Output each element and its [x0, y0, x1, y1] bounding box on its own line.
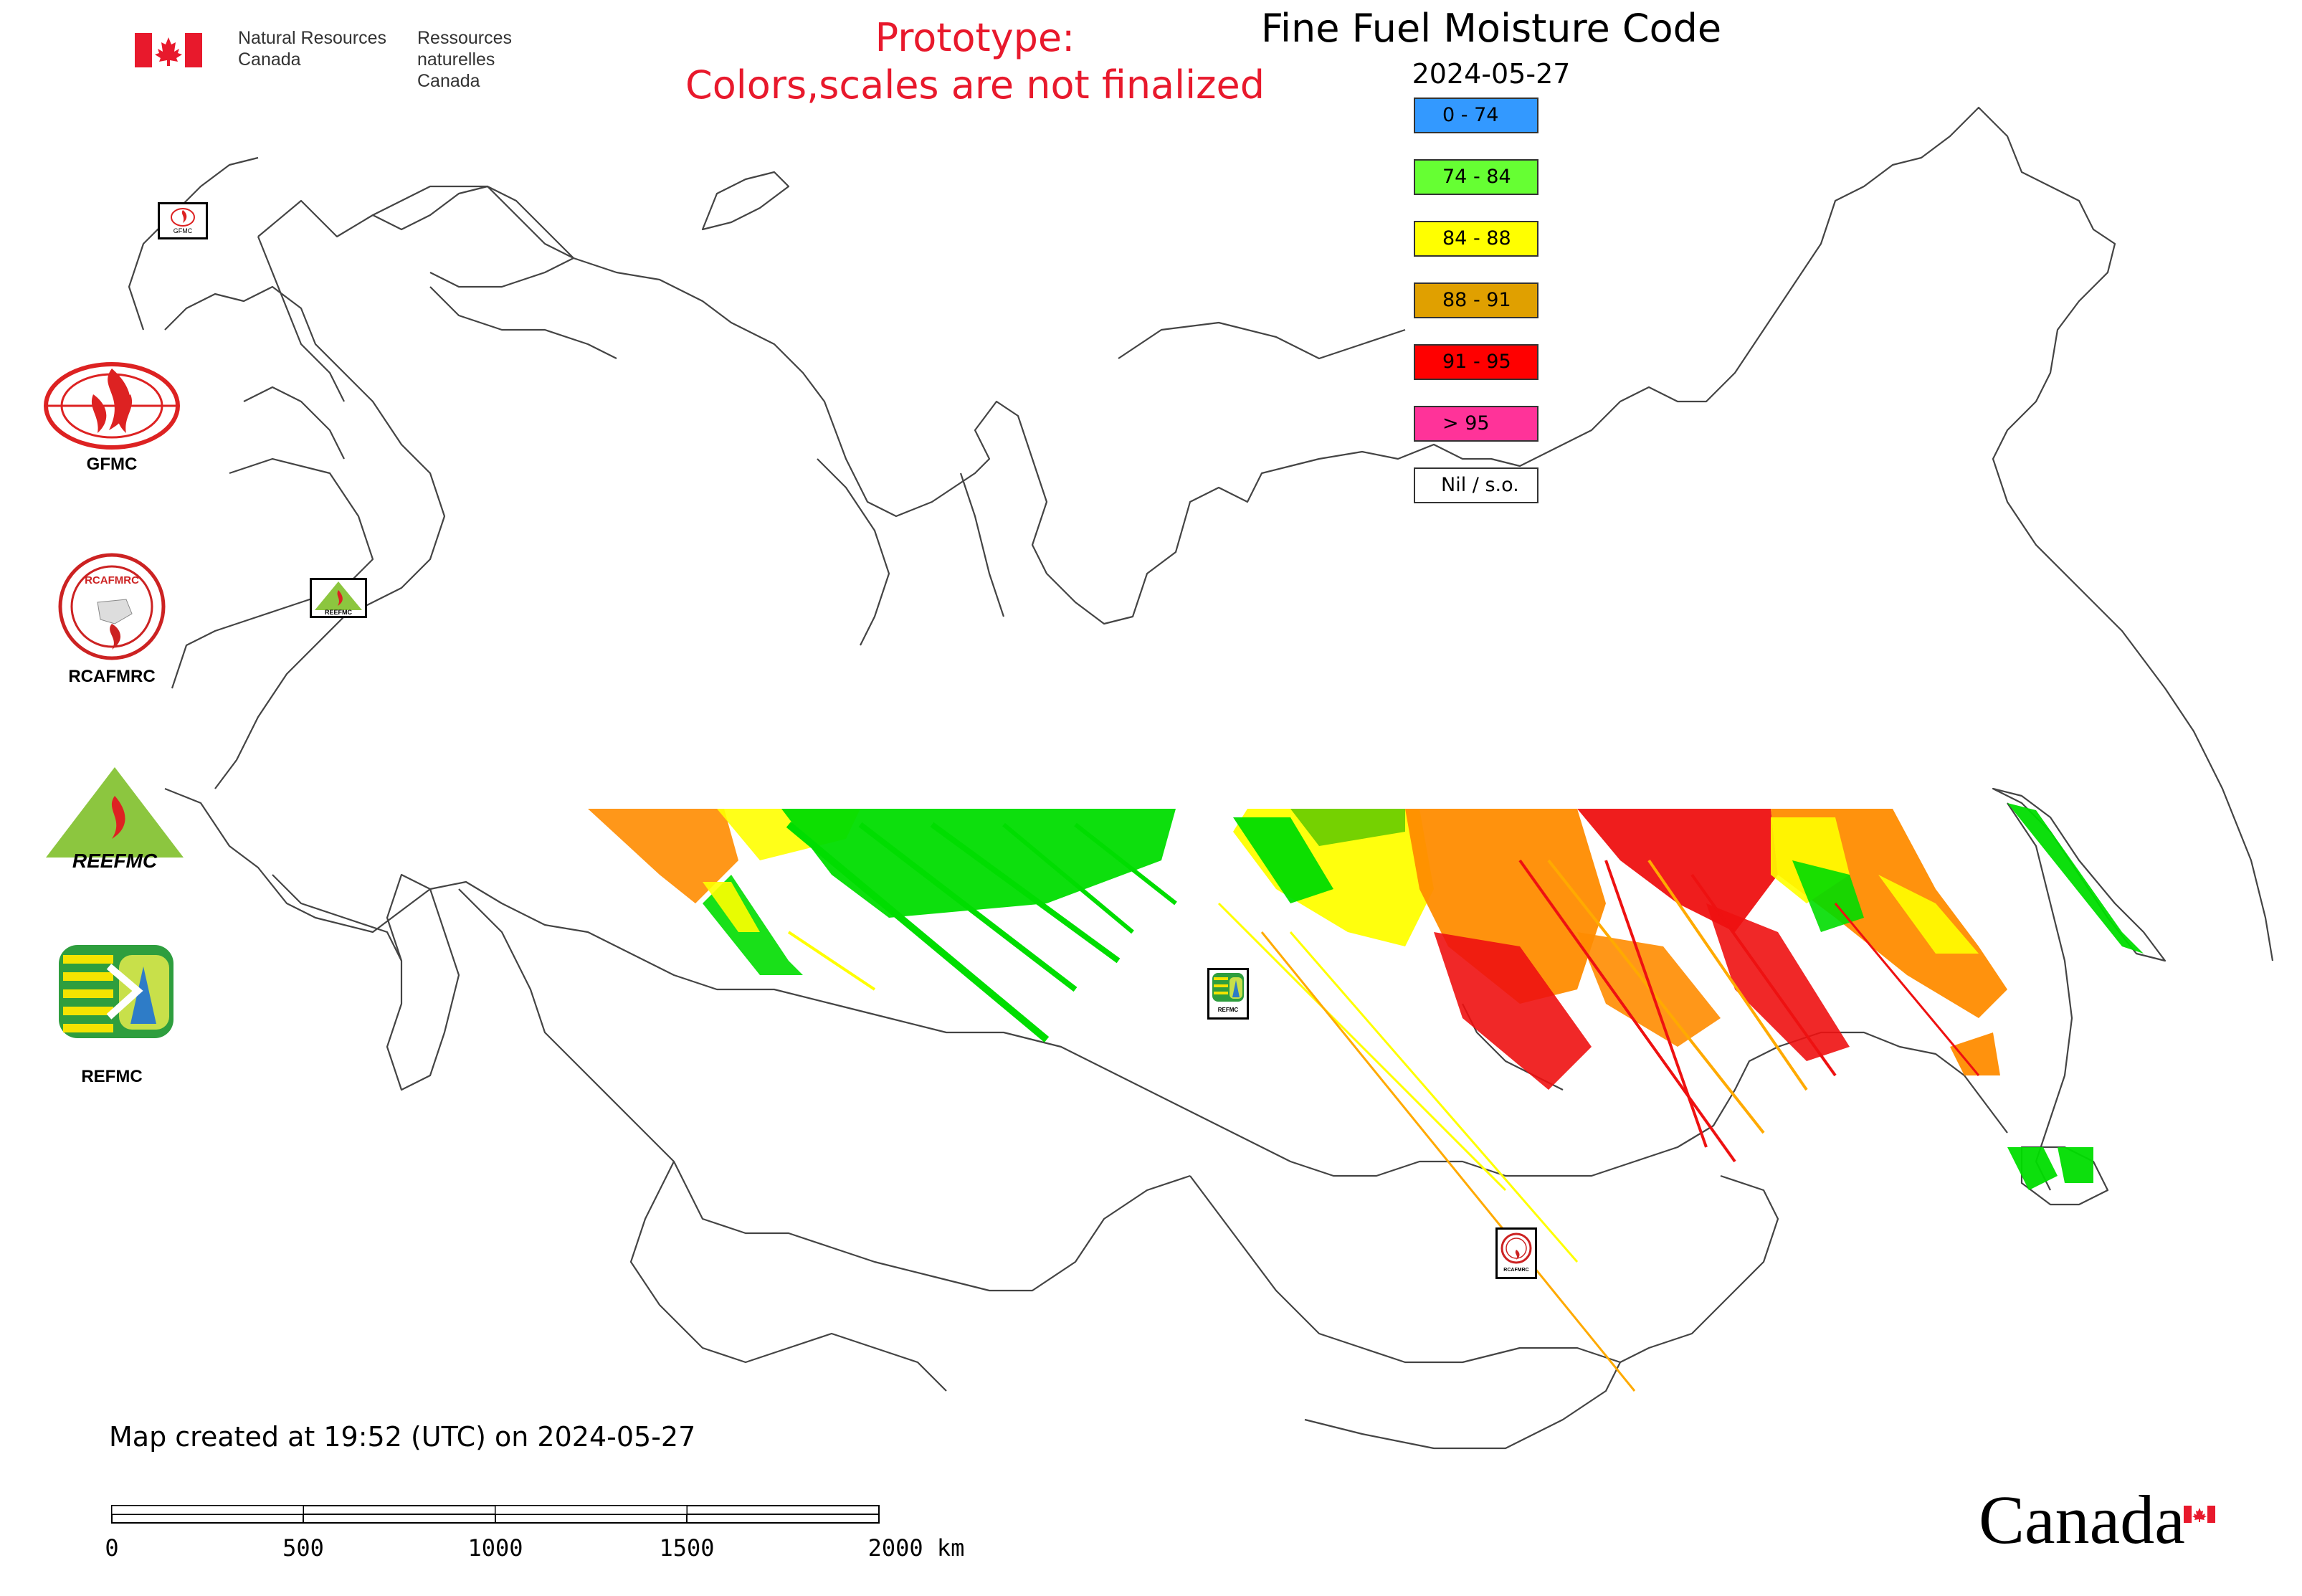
- yamal: [817, 458, 890, 646]
- refmc-small-icon: REFMC: [1212, 973, 1244, 1013]
- gov-name-french: Ressources naturelles Canada: [417, 27, 594, 92]
- gov-fr-line1: Ressources naturelles: [417, 28, 512, 70]
- reefmc-logo-icon: REEFMC: [46, 767, 184, 872]
- ob-bay: [959, 472, 1005, 617]
- ffmc-coverage: [588, 803, 2144, 1392]
- gfmc-small-icon: [171, 208, 195, 227]
- prototype-line1: Prototype:: [875, 15, 1075, 60]
- scale-label-500: 500: [282, 1534, 324, 1562]
- scale-bar-graphic: [111, 1505, 880, 1524]
- mongolia: [1189, 1174, 1779, 1364]
- baltic-states: [243, 386, 345, 460]
- rcafmrc-map-marker[interactable]: RCAFMRC: [1495, 1227, 1537, 1279]
- finland: [257, 236, 345, 402]
- wordmark-flag-icon: [2184, 1506, 2215, 1523]
- prototype-notice: Prototype: Colors,scales are not finaliz…: [645, 14, 1305, 109]
- government-signature: Natural Resources Canada Ressources natu…: [135, 27, 594, 91]
- gfmc-logo-icon: [44, 362, 180, 450]
- china-ne: [1304, 1362, 1621, 1450]
- scale-label-0: 0: [105, 1534, 119, 1562]
- caucasus: [272, 874, 402, 961]
- legend-item-0-74: 0 - 74: [1414, 98, 1538, 133]
- central-asia: [629, 1161, 947, 1392]
- gfmc-map-marker[interactable]: GFMC: [158, 202, 208, 239]
- map-date: 2024-05-27: [1412, 58, 1571, 90]
- rcafmrc-logo-icon: RCAFMRC: [58, 553, 166, 660]
- map-title: Fine Fuel Moisture Code: [1260, 6, 1722, 51]
- rcafmrc-small-text: RCAFMRC: [1503, 1268, 1528, 1273]
- legend-item-88-91: 88 - 91: [1414, 282, 1538, 318]
- refmc-logo-icon: [59, 945, 173, 1038]
- refmc-small-text: REFMC: [1218, 1007, 1239, 1013]
- rcafmrc-label: RCAFMRC: [68, 667, 156, 686]
- europe-borders: [164, 285, 446, 789]
- scale-label-2000: 2000 km: [867, 1534, 965, 1562]
- white-sea: [429, 286, 617, 359]
- country-borders: [128, 106, 2274, 1450]
- russia-south-border: [164, 787, 2008, 1177]
- canada-wordmark: Canada: [1979, 1484, 2215, 1563]
- prototype-line2: Colors,scales are not finalized: [685, 62, 1265, 108]
- legend-item-nil: Nil / s.o.: [1414, 467, 1538, 503]
- legend-item-84-88: 84 - 88: [1414, 221, 1538, 257]
- scale-label-1500: 1500: [659, 1534, 715, 1562]
- belarus-ukraine: [171, 457, 374, 689]
- reefmc-map-marker[interactable]: REEFMC: [310, 578, 367, 618]
- novaya-zemlya: [701, 171, 790, 231]
- russia-outline: [257, 106, 2274, 961]
- reefmc-small-icon: REEFMC: [315, 581, 362, 616]
- gfmc-label: GFMC: [86, 455, 138, 474]
- refmc-label: REFMC: [81, 1067, 143, 1086]
- kola: [372, 185, 575, 288]
- rcafmrc-small-icon: RCAFMRC: [1500, 1232, 1532, 1273]
- reefmc-logo-text: REEFMC: [72, 850, 158, 872]
- scale-label-1000: 1000: [467, 1534, 523, 1562]
- refmc-map-marker[interactable]: REFMC: [1207, 968, 1249, 1020]
- kazakhstan: [458, 888, 1191, 1292]
- gov-fr-line2: Canada: [417, 71, 480, 91]
- canada-flag-icon: [135, 33, 202, 67]
- gov-name-english: Natural Resources Canada: [238, 27, 386, 70]
- gov-en-line2: Canada: [238, 49, 301, 70]
- caspian-sea: [386, 873, 460, 1091]
- rcafmrc-ring-text: RCAFMRC: [85, 574, 139, 586]
- legend-item-74-84: 74 - 84: [1414, 159, 1538, 195]
- scale-bar: 0 500 1000 1500 2000 km: [100, 1496, 968, 1567]
- reefmc-small-text: REEFMC: [325, 609, 353, 616]
- map-created-timestamp: Map created at 19:52 (UTC) on 2024-05-27: [109, 1421, 696, 1453]
- gov-en-line1: Natural Resources: [238, 28, 387, 48]
- gfmc-small-label: GFMC: [173, 227, 193, 234]
- canada-wordmark-text: Canada: [1979, 1481, 2185, 1558]
- taymyr: [1118, 321, 1406, 360]
- legend-item-over-95: > 95: [1414, 406, 1538, 442]
- legend-item-91-95: 91 - 95: [1414, 344, 1538, 380]
